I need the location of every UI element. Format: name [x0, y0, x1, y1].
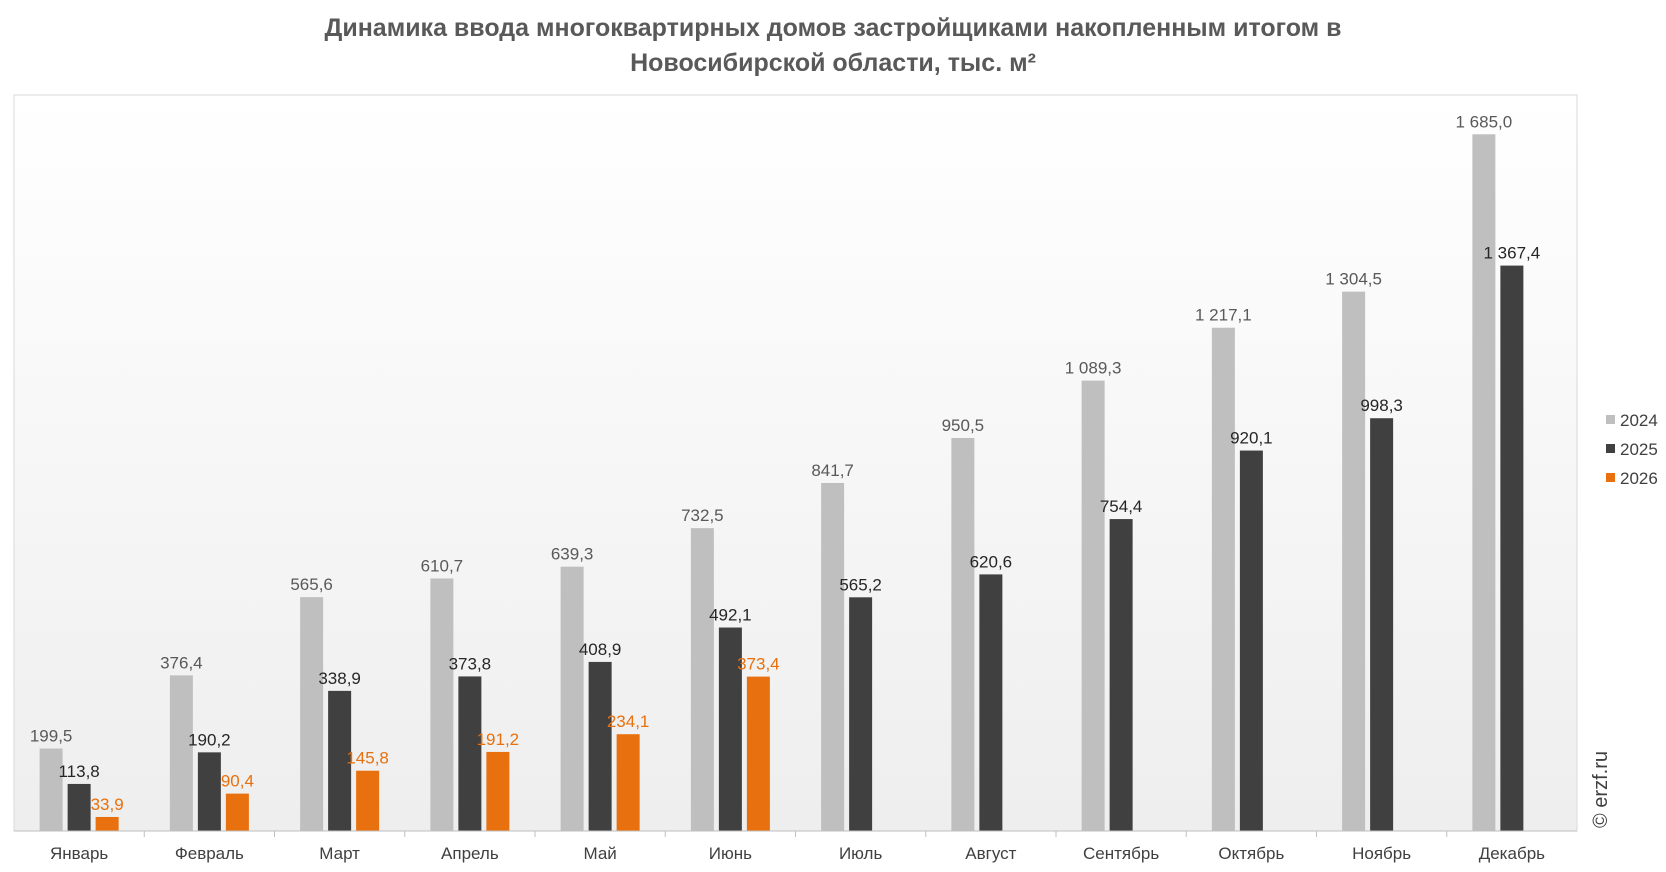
data-label-2025: 338,9 [318, 669, 361, 688]
data-label-2026: 33,9 [91, 795, 124, 814]
x-tick-label: Апрель [441, 844, 499, 863]
data-label-2024: 841,7 [811, 461, 854, 480]
bar-2026 [746, 676, 770, 831]
legend: 2024 2025 2026 [1606, 411, 1658, 488]
bar-2024 [951, 437, 975, 831]
chart-title-line-2: Новосибирской области, тыс. м² [630, 49, 1036, 77]
bar-2024 [821, 482, 845, 831]
legend-swatch-2024 [1606, 415, 1615, 424]
x-tick-label: Июнь [709, 844, 752, 863]
bar-2026 [486, 751, 510, 831]
data-label-2025: 190,2 [188, 730, 231, 749]
data-label-2025: 373,8 [449, 654, 492, 673]
plot-background [13, 94, 1578, 832]
data-label-2024: 639,3 [551, 545, 594, 564]
x-tick-label: Май [583, 844, 616, 863]
bar-2025 [197, 752, 221, 831]
bar-2025 [328, 690, 352, 831]
bar-2024 [1211, 327, 1235, 831]
bar-2024 [430, 578, 454, 831]
data-label-2024: 199,5 [30, 727, 73, 746]
bar-2025 [458, 676, 482, 831]
legend-label-2025: 2025 [1620, 440, 1658, 459]
data-label-2026: 191,2 [477, 730, 520, 749]
data-label-2026: 373,4 [737, 655, 780, 674]
x-tick-label: Август [965, 844, 1016, 863]
bar-2024 [39, 748, 63, 831]
x-tick-label: Декабрь [1479, 844, 1545, 863]
bar-2025 [1370, 418, 1394, 831]
data-label-2025: 920,1 [1230, 429, 1273, 448]
data-label-2026: 145,8 [346, 749, 389, 768]
data-label-2024: 1 217,1 [1195, 306, 1252, 325]
x-tick-label: Январь [50, 844, 108, 863]
legend-swatch-2025 [1606, 444, 1615, 453]
data-label-2024: 732,5 [681, 506, 724, 525]
data-label-2024: 1 304,5 [1325, 270, 1382, 289]
data-label-2025: 113,8 [58, 762, 99, 781]
bar-2025 [718, 627, 742, 831]
bar-2025 [1500, 265, 1524, 831]
data-label-2025: 998,3 [1360, 396, 1403, 415]
data-label-2026: 90,4 [221, 772, 254, 791]
bar-2024 [690, 528, 714, 831]
legend-label-2026: 2026 [1620, 469, 1658, 488]
data-label-2025: 408,9 [579, 640, 622, 659]
bar-2026 [95, 816, 119, 831]
data-label-2024: 610,7 [421, 556, 464, 575]
bar-2026 [225, 793, 249, 831]
data-label-2024: 950,5 [942, 416, 985, 435]
bar-2026 [616, 734, 640, 831]
bar-2024 [300, 597, 324, 831]
x-tick-label: Сентябрь [1083, 844, 1159, 863]
data-label-2025: 754,4 [1100, 497, 1143, 516]
x-tick-label: Июль [839, 844, 883, 863]
x-axis-ticks: Январь Февраль Март Апрель Май Июнь Июль Август… [50, 831, 1545, 863]
bar-2025 [1239, 450, 1263, 831]
data-label-2024: 1 089,3 [1065, 359, 1122, 378]
data-label-2024: 376,4 [160, 653, 203, 672]
bar-2026 [356, 770, 380, 831]
bar-2024 [1342, 291, 1366, 832]
bar-2024 [1081, 380, 1105, 831]
bar-2025 [979, 574, 1003, 831]
data-label-2024: 1 685,0 [1456, 112, 1513, 131]
x-tick-label: Февраль [175, 844, 244, 863]
bars-layer [39, 134, 1524, 832]
data-label-2025: 565,2 [839, 575, 882, 594]
legend-swatch-2026 [1606, 473, 1615, 482]
bar-2024 [1472, 134, 1496, 832]
bar-2024 [169, 675, 193, 831]
bar-2025 [67, 783, 91, 831]
data-label-2026: 234,1 [607, 712, 650, 731]
legend-label-2024: 2024 [1620, 411, 1658, 430]
x-tick-label: Ноябрь [1352, 844, 1411, 863]
bar-2025 [1109, 519, 1133, 831]
data-label-2025: 620,6 [970, 552, 1013, 571]
value-labels-layer: 199,5 113,8 33,9 376,4 190,2 90,4 565,6 338,9 14… [30, 112, 1540, 814]
data-label-2024: 565,6 [290, 575, 333, 594]
data-label-2025: 1 367,4 [1484, 244, 1541, 263]
bar-2024 [560, 566, 584, 831]
chart-title-line-1: Динамика ввода многоквартирных домов зас… [325, 14, 1342, 42]
bar-2025 [849, 597, 873, 831]
watermark: © erzf.ru [1590, 751, 1612, 828]
x-tick-label: Март [319, 844, 360, 863]
data-label-2025: 492,1 [709, 606, 752, 625]
bar-2025 [588, 661, 612, 831]
x-tick-label: Октябрь [1218, 844, 1284, 863]
